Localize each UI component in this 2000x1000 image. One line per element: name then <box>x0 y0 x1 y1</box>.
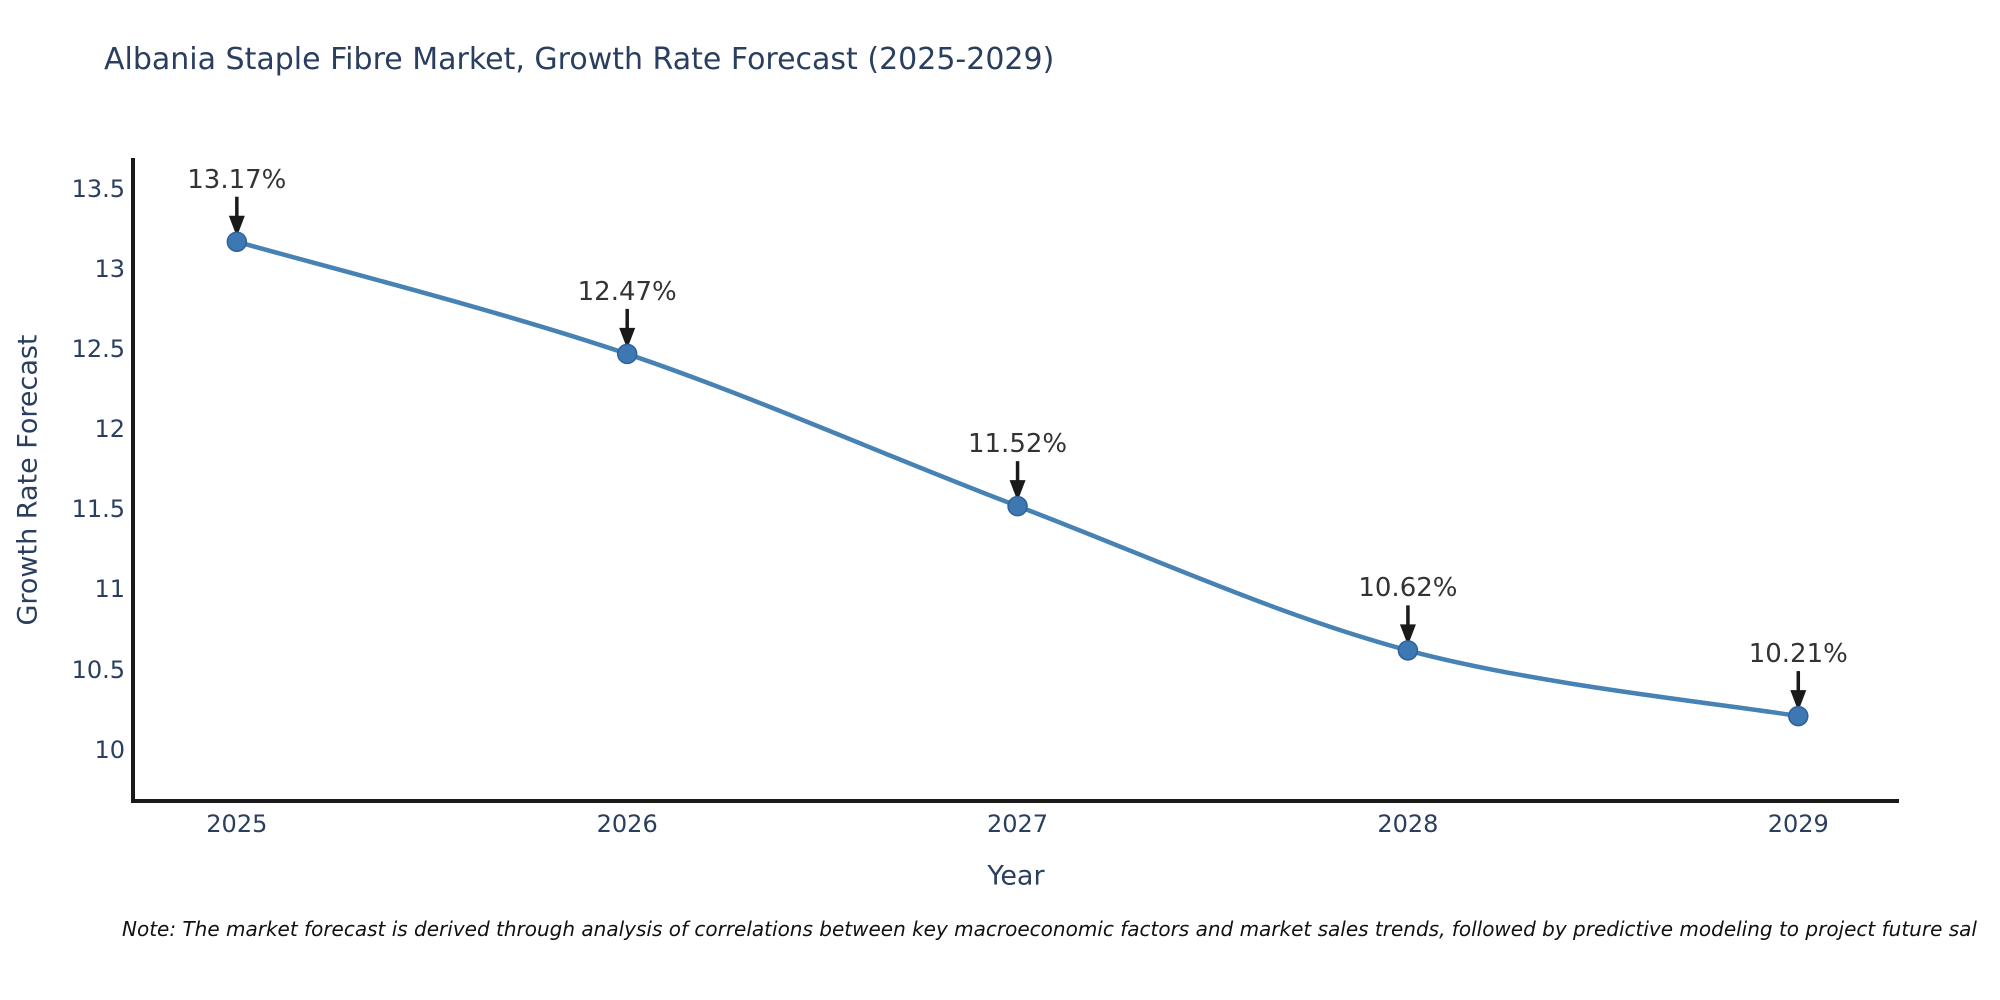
annotation-arrow-head <box>1009 480 1026 502</box>
data-point-marker <box>1007 495 1028 517</box>
x-tick-label: 2026 <box>596 810 658 838</box>
data-point-marker <box>1397 640 1419 661</box>
y-tick-label: 11 <box>94 575 125 604</box>
point-annotation: 12.47% <box>577 276 677 307</box>
point-annotation: 10.21% <box>1748 639 1848 670</box>
footnote: Note: The market forecast is derived thr… <box>122 917 1977 941</box>
annotation-arrow-head <box>1399 624 1416 646</box>
x-axis-title: Year <box>987 860 1045 892</box>
annotation-arrow-head <box>228 215 245 237</box>
x-tick-label: 2025 <box>206 810 268 838</box>
annotation-arrow-head <box>619 327 636 349</box>
y-tick-label: 10 <box>94 735 125 764</box>
data-point-marker <box>616 343 638 365</box>
y-tick-label: 13.5 <box>71 174 125 203</box>
point-annotation: 13.17% <box>187 164 287 195</box>
y-tick-label: 12 <box>94 415 125 444</box>
y-tick-label: 12.5 <box>71 335 125 364</box>
data-point-marker <box>226 231 248 252</box>
point-annotation: 11.52% <box>967 429 1068 460</box>
chart-title: Albania Staple Fibre Market, Growth Rate… <box>104 42 1055 77</box>
x-tick-label: 2029 <box>1767 810 1829 838</box>
y-tick-label: 10.5 <box>71 655 125 684</box>
data-point-marker <box>1788 705 1809 727</box>
annotation-arrow-head <box>1790 690 1807 712</box>
x-tick-label: 2028 <box>1377 810 1439 838</box>
point-annotation: 10.62% <box>1358 573 1458 604</box>
x-tick-label: 2027 <box>987 810 1049 838</box>
y-tick-label: 11.5 <box>71 495 125 524</box>
y-tick-label: 13 <box>94 254 125 283</box>
